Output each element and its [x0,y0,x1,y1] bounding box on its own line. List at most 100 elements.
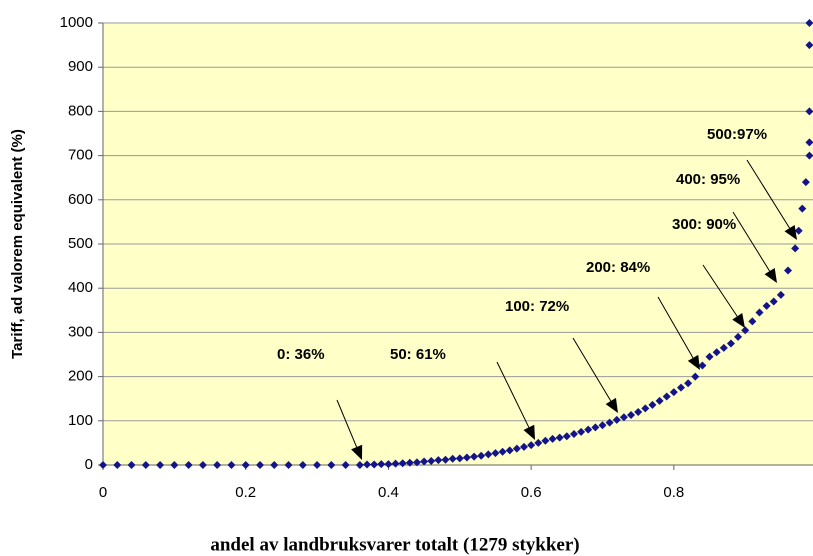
point [99,461,107,469]
point [619,413,628,422]
arrow-shaft [572,337,612,402]
point [462,453,471,462]
point [776,290,785,299]
point [591,423,600,432]
annotation: 500:97% [707,126,767,143]
arrow-shaft [746,159,791,229]
point [455,454,464,463]
x-tick-label: 0 [99,484,107,501]
point [755,308,764,317]
point [741,326,750,335]
point [669,388,678,397]
annotation: 50: 61% [390,346,446,363]
y-tick-label: 500 [68,235,93,252]
point [676,383,685,392]
point [377,460,386,469]
arrow-head [687,354,700,370]
point [698,361,707,370]
y-tick-label: 400 [68,279,93,296]
point [719,343,728,352]
point [298,461,307,469]
point [569,430,578,439]
point [227,461,236,469]
point [762,301,771,310]
point [127,461,136,469]
annotation: 200: 84% [586,259,650,276]
point [384,460,393,469]
arrow-head [605,397,618,413]
y-tick-label: 0 [85,456,93,473]
point [363,460,372,469]
point [427,457,436,466]
point [784,266,793,275]
x-axis-title: andel av landbruksvarer totalt (1279 sty… [210,534,579,555]
point [505,446,514,455]
point [584,425,593,434]
point [141,461,150,469]
point [641,404,650,413]
point [555,433,564,442]
point [527,441,536,450]
point [801,178,810,187]
point [794,226,803,235]
y-tick-label: 800 [68,102,93,119]
point [684,379,693,388]
x-tick-label: 0.4 [378,484,399,501]
y-axis-title: Tariff, ad valorem equivalent (%) [9,129,26,359]
arrow-head [732,313,745,328]
point [805,151,813,160]
arrow-head [523,424,535,440]
point [598,421,607,430]
point [805,41,813,50]
point [398,459,407,468]
point [420,457,429,466]
point [512,444,521,453]
annotation: 300: 90% [672,216,736,233]
arrow-head [351,444,363,460]
point [327,461,336,469]
y-tick-label: 300 [68,323,93,340]
arrow-shaft [496,361,530,428]
point [791,244,800,253]
point [548,434,557,443]
point [170,461,179,469]
point [541,436,550,445]
y-tick-label: 100 [68,412,93,429]
point [484,450,493,459]
y-tick-label: 200 [68,368,93,385]
point [577,427,586,436]
point [612,415,621,424]
point [470,452,479,461]
arrow-head [784,224,797,240]
annotation: 100: 72% [505,298,569,315]
point [477,451,486,460]
annotation: 0: 36% [277,346,325,363]
arrow-shaft [336,399,358,448]
point [434,456,443,465]
point [113,461,122,469]
point [734,332,743,341]
y-tick-label: 600 [68,191,93,208]
point [412,458,421,467]
point [441,455,450,464]
arrow-shaft [702,264,738,317]
y-tick-label: 700 [68,147,93,164]
point [213,461,222,469]
annotation: 400: 95% [676,171,740,188]
arrow-shaft [657,296,694,359]
point [255,461,264,469]
point [705,352,714,361]
point [691,372,700,381]
x-tick-label: 0.2 [235,484,256,501]
point [284,461,293,469]
point [748,317,757,326]
point [627,411,636,420]
point [341,461,350,469]
point [391,459,400,468]
point [805,19,813,27]
point [662,392,671,401]
point [798,204,807,213]
point [769,297,778,306]
point [370,460,379,469]
